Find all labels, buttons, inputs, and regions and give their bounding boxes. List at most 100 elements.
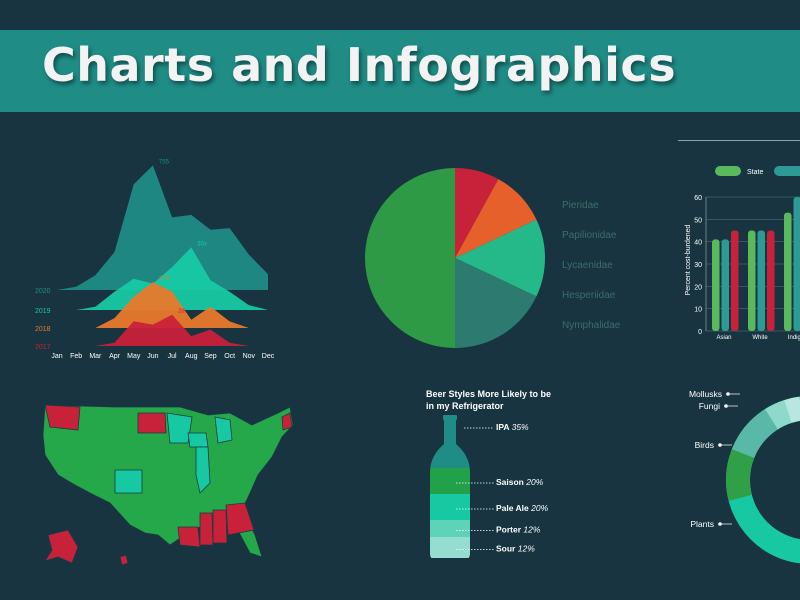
x-tick-Feb: Feb — [70, 353, 82, 360]
area-series-2019 — [57, 247, 268, 310]
beer-label-sour: Sour 12% — [496, 544, 535, 554]
beer-label-value-0: 35% — [512, 422, 529, 432]
y-tick-0: 0 — [698, 329, 702, 336]
bar-category-indige: Indige — [788, 335, 800, 341]
x-tick-Aug: Aug — [185, 353, 198, 360]
x-tick-Mar: Mar — [89, 353, 102, 360]
beer-label-porter: Porter 12% — [496, 525, 541, 535]
pie-label-pieridae: Pieridae — [562, 200, 599, 211]
map-state-alabama — [212, 509, 228, 544]
pie-slice-lycaenidae — [455, 219, 545, 297]
donut-segment-other — [731, 409, 779, 459]
ridgeline-chart: 2020 755 2019 30x 2018 278 2017 2d Jan Feb Mar Apr M… — [35, 159, 275, 360]
map-state-minnesota — [166, 412, 193, 444]
bar-category-asian: Asian — [716, 335, 731, 341]
map-state-iowa — [187, 432, 209, 448]
x-tick-Apr: Apr — [109, 353, 121, 360]
bar-indige-0 — [784, 212, 792, 331]
grouped-bar-chart: 0 10 20 30 40 50 60 Percent cost-burdened Asian W… — [685, 166, 800, 341]
map-state-colorado — [114, 469, 143, 494]
legend-label-state: State — [747, 169, 763, 176]
y-tick-40: 40 — [694, 240, 702, 247]
pie-chart: Pieridae Papilionidae Lycaenidae Hesperiida… — [365, 168, 621, 348]
pie-label-papilionidae: Papilionidae — [562, 230, 617, 241]
map-state-alaska — [44, 529, 79, 564]
x-tick-Dec: Dec — [262, 353, 275, 360]
x-tick-Jan: Jan — [51, 353, 62, 360]
pie-slice-papilionidae — [455, 179, 537, 258]
series-annotation-2017: 2d — [178, 309, 185, 315]
bottle-segment-ipa — [430, 418, 470, 468]
page-title: Charts and Infographics — [42, 38, 677, 92]
map-state-mainland — [42, 404, 294, 558]
bottle-segment-pale-ale — [430, 494, 470, 520]
bottle-segment-saison — [430, 468, 470, 494]
bottle-segment-sour — [430, 537, 470, 558]
donut-segment-birds — [726, 449, 755, 501]
beer-label-name-4: Sour — [496, 544, 518, 554]
y-tick-10: 10 — [694, 307, 702, 314]
bar-category-white: White — [752, 335, 768, 341]
bar-chart-divider — [678, 140, 800, 141]
bar-white-0 — [748, 230, 756, 331]
map-state-mississippi — [199, 512, 214, 546]
us-map — [42, 404, 294, 566]
beer-label-name-1: Saison — [496, 477, 526, 487]
x-tick-Nov: Nov — [243, 353, 256, 360]
x-tick-Jul: Jul — [168, 353, 177, 360]
beer-chart-title: Beer Styles More Likely to be in my Refr… — [426, 389, 552, 411]
pie-label-hesperiidae: Hesperiidae — [562, 290, 616, 301]
y-tick-30: 30 — [694, 262, 702, 269]
pie-slice-pieridae — [455, 168, 499, 258]
map-state-georgia — [225, 502, 255, 536]
bar-asian-0 — [712, 239, 720, 331]
donut-chart: Mollusks Fungi Birds Plants — [689, 389, 800, 564]
y-axis-label: Percent cost-burdened — [685, 224, 692, 295]
beer-label-ipa: IPA 35% — [496, 422, 529, 432]
area-series-2018 — [57, 282, 268, 328]
map-state-rhode-island — [281, 412, 293, 431]
beer-label-name-0: IPA — [496, 422, 512, 432]
pie-label-nymphalidae: Nymphalidae — [562, 320, 621, 331]
y-tick-60: 60 — [694, 195, 702, 202]
donut-label-plants: Plants — [690, 519, 714, 529]
series-annotation-2020: 755 — [159, 159, 170, 165]
y-tick-50: 50 — [694, 217, 702, 224]
y-tick-20: 20 — [694, 284, 702, 291]
beer-label-pale-ale: Pale Ale 20% — [496, 503, 549, 513]
beer-label-value-4: 12% — [518, 544, 535, 554]
series-annotation-2019: 30x — [197, 241, 207, 247]
bottle-fill-group — [430, 418, 470, 558]
area-series-2017 — [57, 314, 268, 346]
bar-white-2 — [767, 230, 775, 331]
pie-label-lycaenidae: Lycaenidae — [562, 260, 613, 271]
beer-bottle-chart: IPA 35%Saison 20%Pale Ale 20%Porter 12%S… — [430, 415, 549, 558]
beer-label-value-1: 20% — [525, 477, 543, 487]
beer-label-value-3: 12% — [523, 525, 540, 535]
x-tick-Sep: Sep — [204, 353, 217, 360]
series-label-2020: 2020 — [35, 288, 51, 295]
bottle-cap — [443, 415, 457, 420]
bar-white-1 — [757, 230, 765, 331]
donut-label-fungi: Fungi — [699, 401, 720, 411]
map-state-illinois — [195, 446, 211, 494]
legend-swatch-state — [715, 166, 741, 176]
title-banner — [0, 30, 800, 112]
legend-swatch-2 — [774, 166, 800, 176]
x-tick-Oct: Oct — [224, 353, 235, 360]
donut-label-birds: Birds — [695, 440, 714, 450]
donut-segment-fungi — [764, 400, 792, 430]
beer-label-value-2: 20% — [530, 503, 548, 513]
map-state-north-dakota — [137, 412, 167, 434]
beer-label-saison: Saison 20% — [496, 477, 544, 487]
map-state-washington — [44, 404, 81, 431]
area-series-2020 — [57, 165, 268, 290]
bottle-segment-porter — [430, 520, 470, 537]
map-state-hawaii — [119, 554, 129, 566]
x-tick-May: May — [127, 353, 141, 360]
pie-slice-nymphalidae — [365, 168, 455, 348]
beer-label-name-3: Porter — [496, 525, 523, 535]
map-state-louisiana — [177, 526, 201, 548]
bar-indige-1 — [793, 197, 800, 331]
bar-asian-1 — [721, 239, 729, 331]
